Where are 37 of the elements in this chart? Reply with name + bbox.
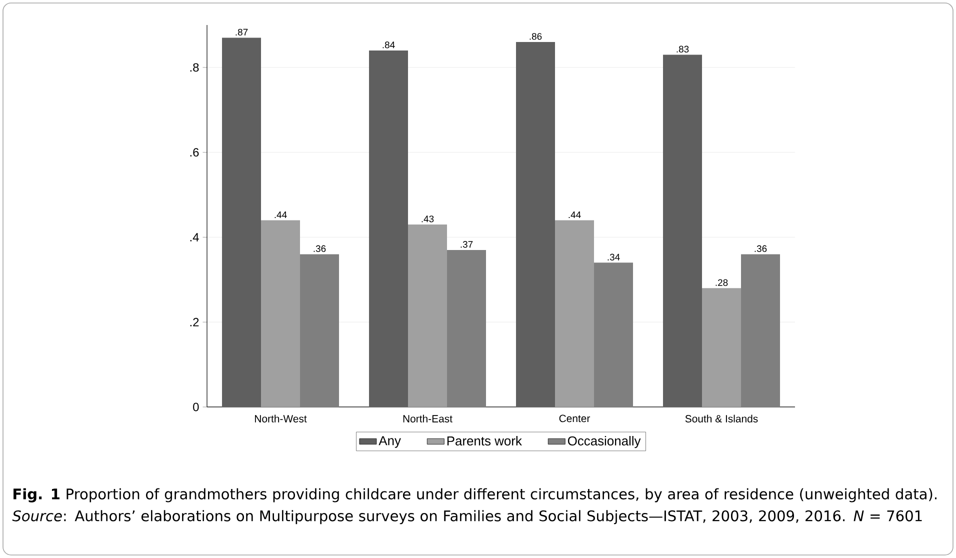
data-label: .36 xyxy=(314,245,326,252)
bar xyxy=(516,42,556,407)
data-label: .37 xyxy=(460,241,473,248)
bar xyxy=(555,220,594,407)
data-label: .83 xyxy=(676,46,689,53)
legend-label: Parents work xyxy=(447,436,522,446)
bar xyxy=(261,220,300,407)
bar xyxy=(594,262,634,407)
data-label: .43 xyxy=(422,216,434,222)
bar xyxy=(663,54,702,407)
y-tick-label: .2 xyxy=(190,318,199,326)
legend-label: Occasionally xyxy=(568,436,641,448)
bar xyxy=(408,224,448,407)
legend-label: Any xyxy=(378,436,401,448)
x-tick-label: Center xyxy=(559,414,590,422)
data-label: .87 xyxy=(236,28,248,36)
data-label: .28 xyxy=(716,279,728,286)
data-label: .36 xyxy=(754,245,767,252)
bar xyxy=(741,254,780,407)
text: Fig. 1 Proportion of grandmothers providing childcare under different circumstances, by area of residence (unweighted data). Source: Authors’ elaborations on Multipurpose surveys on Families and Social Subjects—ISTAT, 2003, 2009, 2016. N = 7601 xyxy=(12,488,936,524)
data-label: .44 xyxy=(568,212,581,218)
y-tick-label: 0 xyxy=(193,402,199,412)
y-tick-label: .6 xyxy=(190,148,199,157)
y-tick-label: .4 xyxy=(190,233,199,242)
data-label: .44 xyxy=(274,212,287,218)
bar xyxy=(222,38,262,407)
x-tick-label: North-East xyxy=(403,414,452,422)
bar xyxy=(447,250,486,407)
bar xyxy=(300,254,340,407)
x-tick-label: North-West xyxy=(255,414,307,422)
x-tick-label: South & Islands xyxy=(685,414,758,422)
data-label: .86 xyxy=(530,33,542,40)
bar xyxy=(369,50,408,407)
data-label: .84 xyxy=(382,42,395,48)
y-tick-label: .8 xyxy=(190,63,199,72)
data-label: .34 xyxy=(608,254,620,260)
bar xyxy=(702,288,742,407)
